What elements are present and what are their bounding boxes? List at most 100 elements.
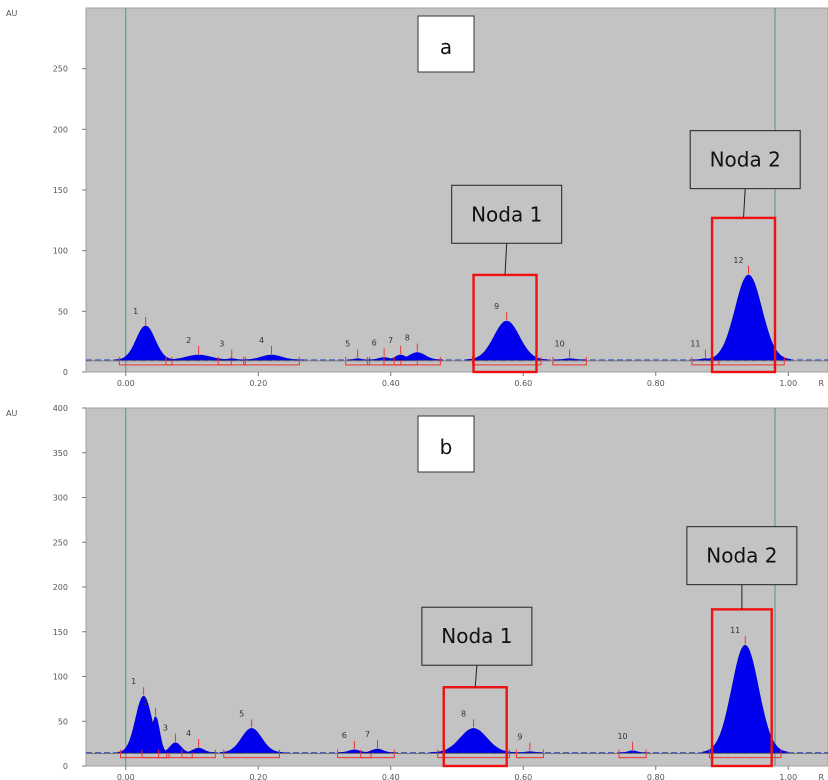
peak-label: 10 — [617, 732, 627, 741]
y-tick-label: 0 — [63, 762, 68, 771]
x-axis-label: R — [818, 773, 824, 780]
y-axis-label: AU — [6, 9, 17, 18]
peak-label: 3 — [163, 724, 168, 733]
callout-label: Noda 2 — [706, 544, 777, 568]
peak-bracket — [118, 356, 173, 366]
peak-bracket — [691, 356, 720, 366]
peak-bracket — [618, 749, 647, 759]
callout-box — [451, 184, 563, 244]
chart-panel-a: AU 0 50 100 150 200 250 0.00 0.20 0.40 0.60 0.80 1.0… — [6, 7, 828, 388]
peak-bracket — [165, 356, 232, 366]
callout-box — [421, 606, 533, 666]
peak-label: 8 — [405, 334, 410, 343]
x-axis-label: R — [818, 379, 824, 388]
peak-10 — [552, 358, 587, 361]
peak-2 — [142, 716, 169, 753]
y-tick-label: 350 — [53, 449, 68, 458]
y-tick-label: 100 — [53, 247, 68, 256]
y-tick-label: 250 — [53, 538, 68, 547]
peak-4 — [239, 354, 304, 361]
peak-label: 5 — [345, 340, 350, 349]
panel-label-box — [417, 15, 475, 73]
peak-label: 1 — [131, 677, 136, 686]
peak-label: 11 — [690, 340, 700, 349]
y-tick-label: 50 — [58, 307, 68, 316]
y-tick-label: 0 — [63, 368, 68, 377]
peak-bracket — [708, 749, 782, 759]
callout-box — [686, 526, 798, 586]
y-tick-label: 200 — [53, 583, 68, 592]
peak-label: 1 — [133, 307, 138, 316]
peak-7 — [360, 748, 395, 753]
peak-bracket — [158, 749, 193, 759]
peak-label: 8 — [461, 709, 466, 718]
x-tick-label: 0.80 — [647, 773, 665, 780]
peak-label: 2 — [143, 698, 148, 707]
panel-label: a — [440, 35, 452, 59]
peak-bracket — [393, 356, 441, 366]
peak-bracket — [217, 356, 246, 366]
peak-label: 9 — [494, 302, 499, 311]
y-tick-label: 50 — [58, 717, 68, 726]
peak-label: 7 — [388, 336, 393, 345]
chart-panel-b: AU 0 50 100 150 200 250 300 350 400 0.00 0.20 0.40 0.… — [6, 404, 828, 780]
y-axis-label: AU — [6, 409, 17, 418]
peak-bracket — [360, 749, 395, 759]
peak-10 — [619, 750, 646, 753]
y-tick-label: 400 — [53, 404, 68, 413]
callout-label: Noda 1 — [471, 202, 542, 226]
peak-4 — [181, 747, 216, 753]
callout-connector — [743, 188, 746, 218]
peak-11 — [702, 644, 788, 753]
peak-label: 6 — [342, 731, 347, 740]
peak-label: 12 — [733, 256, 743, 265]
y-tick-label: 300 — [53, 494, 68, 503]
x-tick-label: 1.00 — [779, 379, 797, 388]
peak-bracket — [437, 749, 510, 759]
y-tick-label: 150 — [53, 628, 68, 637]
peak-bracket — [181, 749, 216, 759]
peak-label: 7 — [365, 730, 370, 739]
peak-label: 9 — [517, 733, 522, 742]
callout-label: Noda 2 — [710, 148, 781, 172]
peak-bracket — [345, 356, 371, 366]
peak-9 — [517, 751, 543, 753]
x-tick-label: 0.20 — [249, 773, 267, 780]
peak-bracket — [223, 749, 280, 759]
x-tick-label: 0.00 — [117, 379, 135, 388]
y-tick-label: 250 — [53, 65, 68, 74]
peak-label: 3 — [219, 340, 224, 349]
peak-bracket — [337, 749, 372, 759]
peak-5 — [347, 358, 369, 361]
peak-bracket — [515, 749, 544, 759]
callout-label: Noda 1 — [441, 624, 512, 648]
peak-label: 11 — [730, 626, 740, 635]
x-tick-label: 0.80 — [647, 379, 665, 388]
peak-1 — [115, 325, 176, 361]
peak-label: 6 — [372, 338, 377, 347]
peak-label: 4 — [186, 729, 191, 738]
peak-8 — [391, 352, 443, 361]
peak-bracket — [141, 749, 170, 759]
panel-label-box — [417, 415, 475, 473]
x-tick-label: 0.40 — [382, 379, 400, 388]
peak-12 — [705, 274, 792, 361]
peak-label: 2 — [186, 336, 191, 345]
peak-bracket — [552, 356, 587, 366]
x-tick-label: 0.40 — [382, 773, 400, 780]
peak-bracket — [243, 356, 300, 366]
y-tick-label: 100 — [53, 673, 68, 682]
panel-label: b — [440, 435, 453, 459]
callout-box — [689, 130, 801, 190]
x-tick-label: 0.60 — [514, 379, 532, 388]
x-tick-label: 0.20 — [249, 379, 267, 388]
peak-label: 4 — [259, 336, 264, 345]
callout-connector — [504, 243, 508, 275]
callout-connector — [474, 665, 478, 688]
y-tick-label: 200 — [53, 125, 68, 134]
peak-5 — [219, 728, 284, 753]
peak-label: 10 — [555, 340, 565, 349]
x-tick-label: 0.60 — [514, 773, 532, 780]
x-tick-label: 1.00 — [779, 773, 797, 780]
